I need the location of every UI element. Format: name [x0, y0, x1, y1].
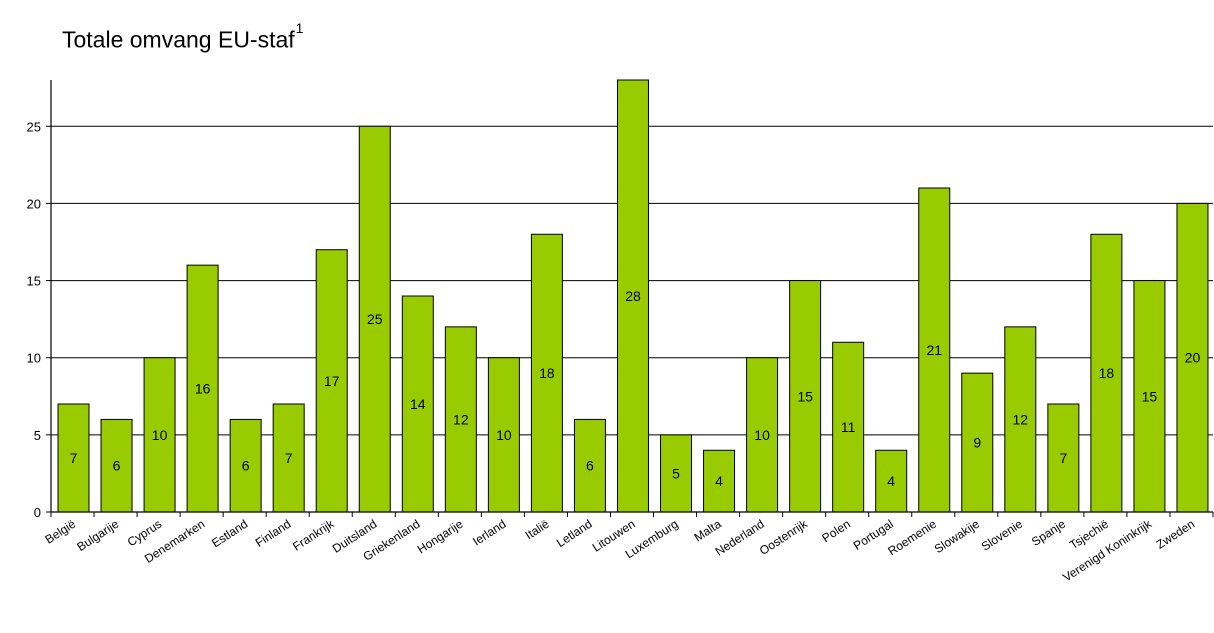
- x-tick-label: Hongarije: [415, 517, 466, 557]
- x-tick-label: Ierland: [470, 517, 508, 549]
- data-label: 20: [1185, 350, 1201, 366]
- x-tick-label: Oostenrijk: [757, 516, 811, 558]
- data-label: 10: [152, 427, 168, 443]
- data-label: 7: [285, 450, 293, 466]
- y-tick-label: 15: [27, 274, 41, 289]
- data-label: 16: [195, 381, 211, 397]
- data-label: 10: [754, 427, 770, 443]
- data-label: 15: [797, 388, 813, 404]
- x-tick-label: Zweden: [1154, 517, 1197, 552]
- data-label: 18: [539, 365, 555, 381]
- x-tick-label: België: [43, 517, 79, 547]
- y-tick-label: 10: [27, 351, 41, 366]
- data-label: 12: [1013, 411, 1029, 427]
- data-label: 9: [973, 435, 981, 451]
- x-tick-label: Roemenie: [885, 517, 939, 559]
- bar: [875, 449, 908, 513]
- bar: [918, 187, 951, 513]
- data-label: 11: [841, 419, 856, 435]
- x-tick-label: Slowakije: [932, 517, 982, 557]
- data-label: 12: [453, 411, 469, 427]
- bar: [789, 280, 822, 513]
- data-label: 21: [926, 342, 942, 358]
- x-tick-label: Italië: [523, 517, 552, 543]
- data-label: 10: [496, 427, 512, 443]
- bar: [1176, 202, 1209, 513]
- bar: [530, 233, 563, 513]
- x-tick-label: Finland: [253, 517, 294, 550]
- data-label: 25: [367, 311, 383, 327]
- chart-title: Totale omvang EU-staf1: [62, 20, 303, 54]
- bar: [746, 357, 779, 513]
- x-tick-label: Slovenie: [979, 517, 1026, 554]
- data-label: 17: [324, 373, 340, 389]
- data-label: 6: [242, 458, 250, 474]
- bar: [573, 418, 606, 513]
- x-tick-label: Malta: [691, 517, 724, 545]
- data-label: 18: [1099, 365, 1115, 381]
- bar: [1090, 233, 1123, 513]
- bar: [703, 449, 736, 513]
- chart-title-footnote: 1: [295, 20, 304, 36]
- x-tick-label: Estland: [209, 517, 250, 551]
- bar: [487, 357, 520, 513]
- data-label: 5: [672, 465, 680, 481]
- data-label: 7: [70, 450, 78, 466]
- y-tick-label: 25: [27, 119, 41, 134]
- data-label: 7: [1059, 450, 1067, 466]
- bar: [1133, 280, 1166, 513]
- data-label: 28: [625, 288, 641, 304]
- y-tick-label: 20: [27, 196, 41, 211]
- bar: [961, 372, 994, 513]
- x-tick-label: Polen: [819, 517, 852, 545]
- bar: [832, 341, 865, 513]
- x-tick-label: Letland: [554, 517, 595, 550]
- bar: [272, 403, 305, 513]
- x-tick-label: Bulgarije: [74, 517, 121, 554]
- y-tick-label: 5: [34, 428, 41, 443]
- bar: [358, 125, 391, 513]
- bar: [186, 264, 219, 513]
- bar: [57, 403, 90, 513]
- bar: [315, 249, 348, 513]
- bar: [616, 79, 649, 513]
- bar: [660, 434, 693, 513]
- data-label: 14: [410, 396, 426, 412]
- data-label: 6: [113, 458, 121, 474]
- y-tick-label: 0: [34, 505, 41, 520]
- bar: [401, 295, 434, 513]
- data-label: 15: [1142, 388, 1158, 404]
- chart-title-text: Totale omvang EU-staf: [62, 26, 295, 53]
- x-tick-label: Spanje: [1029, 517, 1068, 549]
- bar: [143, 357, 176, 513]
- data-label: 6: [586, 458, 594, 474]
- x-tick-label: Frankrijk: [290, 516, 337, 553]
- x-tick-label: Nederland: [713, 517, 767, 559]
- data-label: 4: [715, 473, 723, 489]
- bar: [229, 418, 262, 513]
- bar: [444, 326, 477, 513]
- data-label: 4: [887, 473, 895, 489]
